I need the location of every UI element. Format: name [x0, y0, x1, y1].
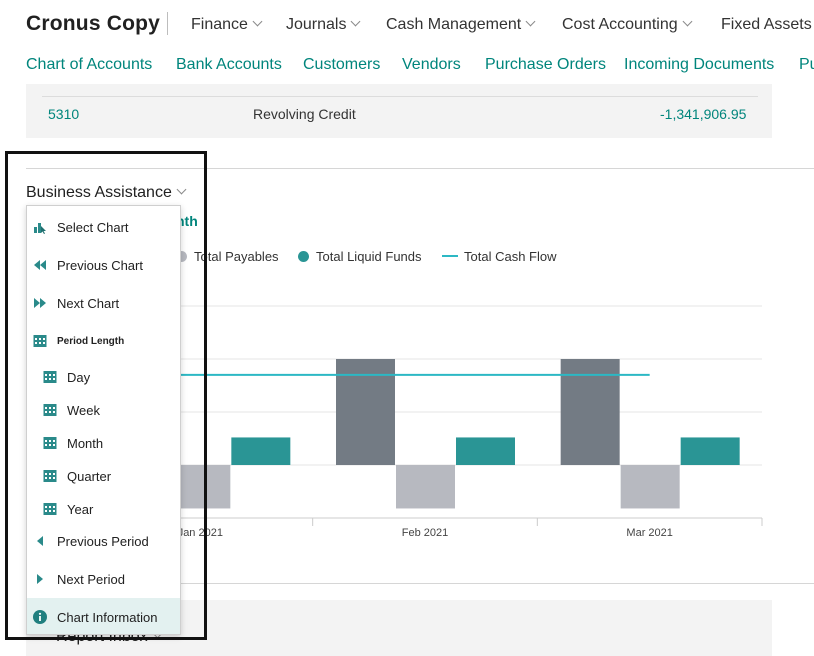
menu-item-label: Year — [67, 502, 94, 517]
menu-item-quarter[interactable]: Quarter — [27, 459, 180, 493]
chart-x-tick-label: Feb 2021 — [402, 527, 448, 539]
menu-item-label: Previous Chart — [57, 258, 143, 273]
legend-label: Total Cash Flow — [464, 249, 557, 264]
menu-item-previous-chart[interactable]: Previous Chart — [27, 248, 180, 282]
bar-total-liquid-funds — [680, 437, 740, 465]
menu-item-select-chart[interactable]: Select Chart — [27, 210, 180, 244]
nav-menu-journals[interactable]: Journals — [286, 16, 361, 34]
nav-menu-cost-accounting[interactable]: Cost Accounting — [562, 16, 693, 34]
nav-menu-label: Cash Management — [386, 16, 522, 33]
fast-forward-icon — [34, 298, 46, 308]
section-divider — [26, 168, 814, 169]
account-list-card — [26, 84, 772, 138]
menu-item-label: Select Chart — [57, 220, 129, 235]
calendar-icon — [43, 404, 57, 416]
menu-item-label: Quarter — [67, 469, 112, 484]
nav-menu-label: Journals — [286, 16, 347, 33]
bar-total-liquid-funds — [231, 437, 291, 465]
menu-item-previous-period[interactable]: Previous Period — [27, 524, 180, 558]
link-purchase-orders[interactable]: Purchase Orders — [485, 56, 606, 73]
menu-item-next-period[interactable]: Next Period — [27, 562, 180, 596]
link-truncated[interactable]: Pu — [799, 56, 814, 73]
calendar-icon — [43, 470, 57, 482]
section-divider — [26, 583, 814, 584]
legend-dot-icon — [298, 251, 309, 262]
app-title[interactable]: Cronus Copy — [26, 12, 161, 35]
info-icon — [33, 610, 47, 624]
nav-separator — [167, 12, 168, 35]
menu-item-week[interactable]: Week — [27, 393, 180, 427]
triangle-right-icon — [37, 574, 43, 584]
sub-navigation: Chart of Accounts Bank Accounts Customer… — [0, 48, 814, 84]
menu-item-day[interactable]: Day — [27, 360, 180, 394]
menu-item-label: Next Chart — [57, 296, 120, 311]
link-bank-accounts[interactable]: Bank Accounts — [176, 56, 282, 73]
menu-item-chart-information[interactable]: Chart Information — [27, 598, 180, 634]
bar-total-liquid-funds — [456, 437, 515, 465]
menu-item-next-chart[interactable]: Next Chart — [27, 286, 180, 320]
nav-menu-cash-management[interactable]: Cash Management — [386, 16, 536, 34]
legend-line-icon — [442, 255, 458, 257]
legend-total-cash-flow[interactable]: Total Cash Flow — [442, 249, 556, 264]
nav-menu-label: Finance — [191, 16, 248, 33]
bar-total-receivables — [560, 359, 620, 465]
menu-item-label: Previous Period — [57, 534, 149, 549]
link-chart-of-accounts[interactable]: Chart of Accounts — [26, 56, 153, 73]
part-title-label: Business Assistance — [26, 184, 172, 201]
bar-total-payables — [396, 465, 455, 509]
menu-item-label: Next Period — [57, 572, 125, 587]
bar-total-receivables — [336, 359, 395, 465]
top-navigation: Cronus Copy Finance Journals Cash Manage… — [0, 0, 814, 48]
bar-total-payables — [171, 465, 231, 509]
link-vendors[interactable]: Vendors — [402, 56, 461, 73]
account-amount[interactable]: -1,341,906.95 — [660, 106, 747, 122]
annotation-highlight-box — [5, 151, 207, 640]
menu-item-label: Day — [67, 370, 91, 385]
account-name: Revolving Credit — [253, 106, 356, 122]
menu-item-label: Week — [67, 403, 100, 418]
menu-header-label: Period Length — [57, 336, 125, 347]
link-incoming-documents[interactable]: Incoming Documents — [624, 56, 775, 73]
nav-menu-label: Cost Accounting — [562, 16, 678, 33]
nav-menu-fixed-assets[interactable]: Fixed Assets — [721, 16, 814, 34]
menu-item-year[interactable]: Year — [27, 492, 180, 526]
nav-menu-label: Fixed Assets — [721, 16, 812, 33]
chart-x-tick-label: Jan 2021 — [178, 527, 223, 539]
select-chart-icon — [34, 223, 46, 234]
calendar-icon — [43, 437, 57, 449]
calendar-icon — [33, 335, 47, 347]
menu-header-period-length: Period Length — [27, 324, 180, 358]
chart-context-menu: Select Chart Previous Chart Next Chart P… — [26, 205, 181, 635]
legend-label: Total Liquid Funds — [316, 249, 422, 264]
account-number[interactable]: 5310 — [48, 106, 80, 122]
chart-x-tick-label: Mar 2021 — [626, 527, 672, 539]
link-customers[interactable]: Customers — [303, 56, 381, 73]
legend-dot-icon — [176, 251, 187, 262]
menu-item-month[interactable]: Month — [27, 426, 180, 460]
legend-total-payables[interactable]: Total Payables — [176, 249, 279, 264]
row-divider — [42, 96, 758, 97]
nav-menu-finance[interactable]: Finance — [191, 16, 263, 34]
menu-item-label: Month — [67, 436, 104, 451]
rewind-icon — [34, 260, 46, 270]
calendar-icon — [43, 371, 57, 383]
chart-subtitle: nth — [176, 213, 198, 229]
triangle-left-icon — [37, 536, 43, 546]
calendar-icon — [43, 503, 57, 515]
bar-total-payables — [620, 465, 680, 509]
legend-label: Total Payables — [194, 249, 279, 264]
business-assistance-menu-button[interactable]: Business Assistance — [26, 184, 187, 202]
legend-total-liquid-funds[interactable]: Total Liquid Funds — [298, 249, 422, 264]
menu-item-label: Chart Information — [57, 610, 158, 625]
